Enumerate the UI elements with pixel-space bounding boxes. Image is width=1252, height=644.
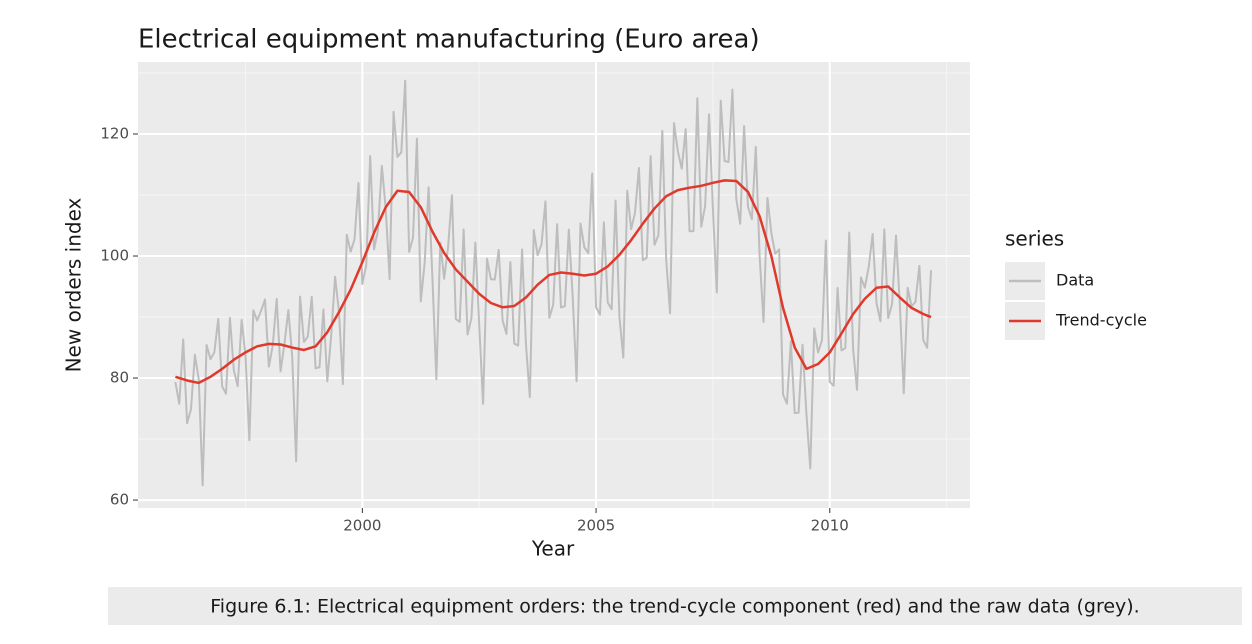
y-tick-label: 100 bbox=[100, 247, 129, 265]
series-line bbox=[175, 179, 932, 385]
legend-label: Trend-cycle bbox=[1055, 311, 1147, 330]
y-axis-label: New orders index bbox=[62, 197, 86, 372]
x-tick-label: 2000 bbox=[343, 517, 381, 535]
legend-label: Data bbox=[1056, 271, 1094, 290]
caption: Figure 6.1: Electrical equipment orders:… bbox=[210, 596, 1139, 618]
x-tick-label: 2010 bbox=[811, 517, 849, 535]
x-tick-label: 2005 bbox=[577, 517, 615, 535]
y-tick-label: 60 bbox=[110, 491, 129, 509]
y-tick-label: 80 bbox=[110, 369, 129, 387]
series-line bbox=[174, 79, 933, 487]
chart-title: Electrical equipment manufacturing (Euro… bbox=[138, 25, 760, 55]
y-tick-label: 120 bbox=[100, 124, 129, 142]
x-axis-label: Year bbox=[531, 537, 575, 561]
caption-box bbox=[108, 587, 1242, 625]
legend-title: series bbox=[1005, 227, 1064, 251]
